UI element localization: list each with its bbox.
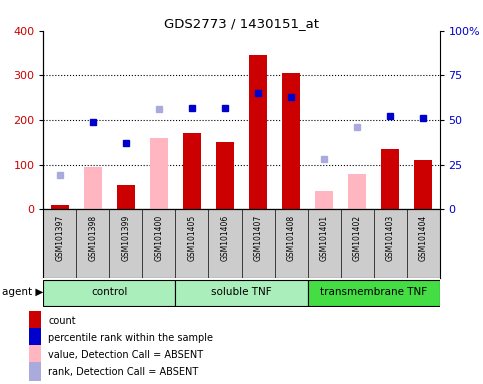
Text: soluble TNF: soluble TNF — [211, 287, 272, 297]
Bar — [216, 142, 234, 209]
Text: GSM101397: GSM101397 — [56, 215, 64, 261]
Text: GSM101408: GSM101408 — [286, 215, 296, 261]
Bar — [315, 192, 333, 209]
Text: GSM101402: GSM101402 — [353, 215, 361, 261]
Bar — [348, 174, 366, 209]
FancyBboxPatch shape — [175, 280, 308, 306]
Text: GSM101400: GSM101400 — [155, 215, 163, 261]
Bar — [29, 362, 41, 381]
Text: GSM101398: GSM101398 — [88, 215, 98, 261]
Text: value, Detection Call = ABSENT: value, Detection Call = ABSENT — [48, 350, 203, 360]
Text: GSM101401: GSM101401 — [320, 215, 328, 261]
Text: rank, Detection Call = ABSENT: rank, Detection Call = ABSENT — [48, 367, 199, 377]
Bar — [183, 133, 201, 209]
Bar — [249, 55, 267, 209]
Text: control: control — [91, 287, 128, 297]
Text: GSM101403: GSM101403 — [385, 215, 395, 261]
Text: GSM101405: GSM101405 — [187, 215, 197, 261]
FancyBboxPatch shape — [308, 280, 440, 306]
Bar — [29, 328, 41, 348]
Text: GSM101404: GSM101404 — [419, 215, 427, 261]
Text: GSM101399: GSM101399 — [122, 215, 130, 261]
Bar — [150, 138, 168, 209]
Text: GSM101406: GSM101406 — [221, 215, 229, 261]
Bar — [282, 73, 300, 209]
Bar — [29, 311, 41, 331]
Bar — [381, 149, 399, 209]
Bar — [51, 205, 69, 209]
Text: percentile rank within the sample: percentile rank within the sample — [48, 333, 213, 343]
Text: transmembrane TNF: transmembrane TNF — [320, 287, 427, 297]
Bar — [117, 185, 135, 209]
Text: count: count — [48, 316, 76, 326]
Title: GDS2773 / 1430151_at: GDS2773 / 1430151_at — [164, 17, 319, 30]
Text: GSM101407: GSM101407 — [254, 215, 262, 261]
Text: agent ▶: agent ▶ — [2, 287, 43, 297]
FancyBboxPatch shape — [43, 280, 175, 306]
Bar — [84, 167, 102, 209]
Bar — [414, 160, 432, 209]
Bar — [29, 345, 41, 364]
